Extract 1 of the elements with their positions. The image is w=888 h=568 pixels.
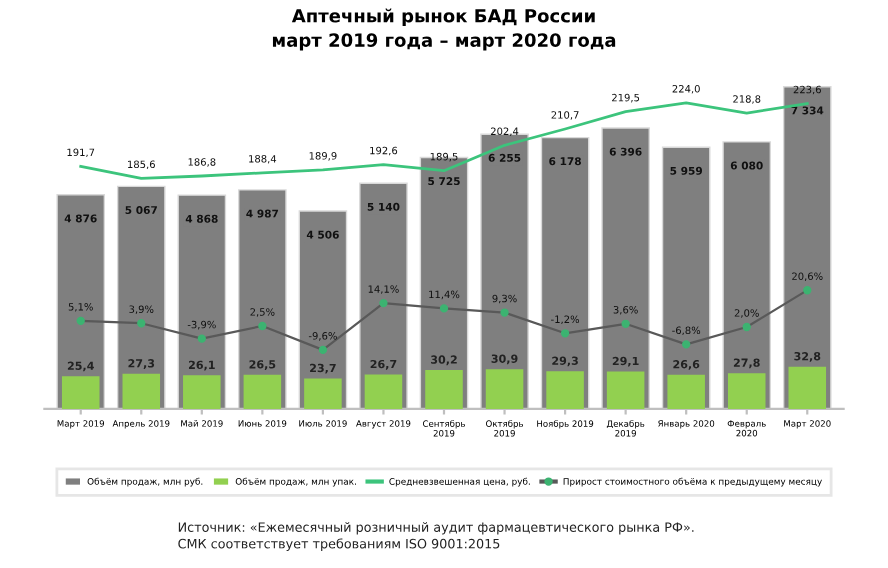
chart-title: Аптечный рынок БАД России март 2019 года – март 2020 года xyxy=(272,8,616,51)
